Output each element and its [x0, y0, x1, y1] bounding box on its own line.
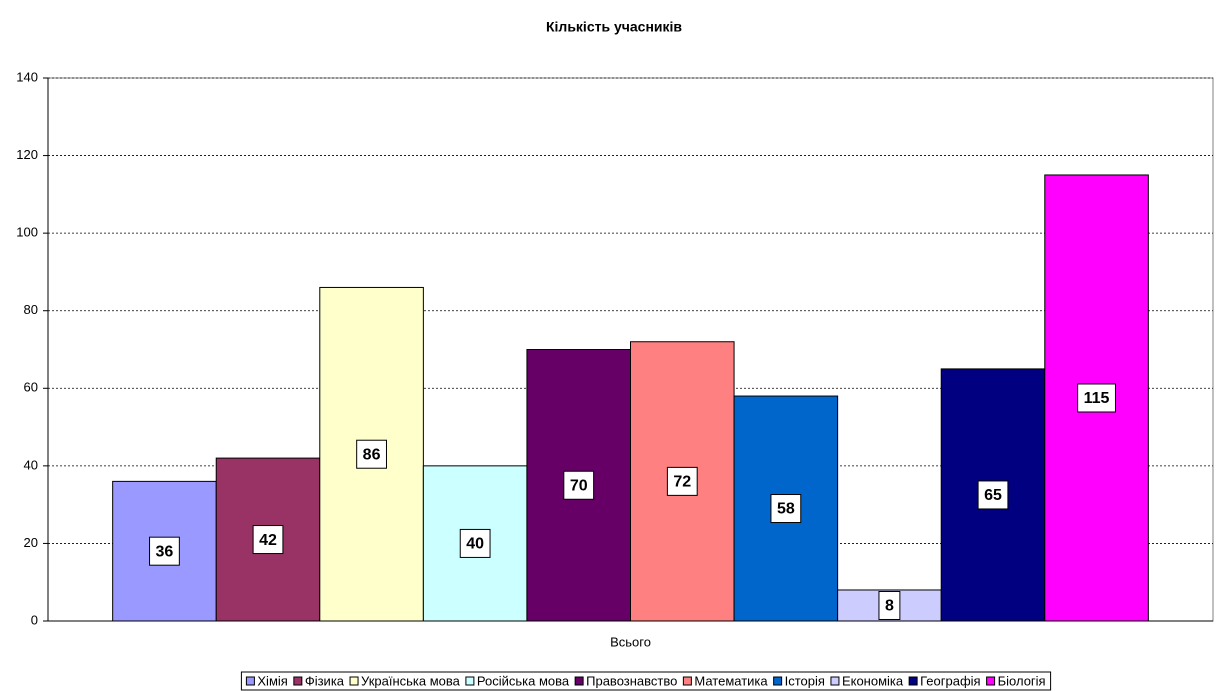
legend-box: [240, 671, 1052, 691]
y-tick-label: 140: [16, 69, 38, 84]
legend-label: Правознавство: [586, 673, 677, 688]
data-label-text: 58: [777, 501, 795, 518]
data-label: 72: [666, 466, 698, 496]
data-label-text: 36: [156, 543, 174, 560]
data-label-text: 72: [673, 474, 691, 491]
data-label: 58: [770, 494, 802, 524]
data-label-text: 8: [885, 598, 894, 615]
data-label-box: [459, 528, 491, 558]
x-tick-label: Всього: [610, 634, 651, 649]
data-label: 8: [878, 590, 901, 620]
data-label-text: 65: [984, 487, 1002, 504]
data-label: 36: [149, 536, 180, 566]
legend-label: Історія: [785, 673, 825, 688]
legend-swatch: [986, 676, 996, 686]
data-label-text: 70: [570, 477, 588, 494]
data-label-box: [149, 536, 180, 566]
legend-label: Фізика: [305, 673, 345, 688]
legend-label: Економіка: [842, 673, 904, 688]
legend-swatch: [574, 676, 584, 686]
data-label: 86: [356, 439, 387, 469]
y-tick-label: 0: [31, 612, 38, 627]
data-label-text: 86: [363, 446, 381, 463]
legend-label: Українська мова: [361, 673, 461, 688]
legend-label: Російська мова: [477, 673, 570, 688]
legend-label: Географія: [920, 673, 980, 688]
data-label: 70: [563, 470, 595, 500]
data-label-box: [770, 494, 802, 524]
legend-swatch: [830, 676, 840, 686]
legend-swatch: [293, 676, 303, 686]
data-label: 42: [252, 525, 284, 555]
legend-swatch: [349, 676, 359, 686]
legend-swatch: [908, 676, 918, 686]
data-label-text: 40: [466, 536, 484, 553]
legend-swatch: [465, 676, 475, 686]
data-label-text: 115: [1084, 390, 1110, 407]
data-label: 40: [459, 528, 491, 558]
chart-title: Кількість учасників: [546, 19, 682, 35]
data-label-box: [563, 470, 595, 500]
y-tick-label: 80: [24, 302, 38, 317]
legend-label: Хімія: [257, 673, 287, 688]
data-label-box: [252, 525, 284, 555]
y-tick-label: 120: [16, 147, 38, 162]
data-label-box: [878, 590, 901, 620]
y-tick-label: 20: [24, 535, 38, 550]
data-label-box: [977, 480, 1009, 510]
data-label: 115: [1077, 383, 1116, 413]
legend-label: Біологія: [998, 673, 1046, 688]
legend-swatch: [245, 676, 255, 686]
data-label: 65: [977, 480, 1009, 510]
data-label-text: 42: [259, 532, 277, 549]
legend-label: Математика: [694, 673, 768, 688]
legend-swatch: [773, 676, 783, 686]
data-label-box: [666, 466, 698, 496]
data-label-box: [1077, 383, 1116, 413]
y-tick-label: 60: [24, 380, 38, 395]
y-tick-label: 40: [24, 457, 38, 472]
y-tick-label: 100: [16, 225, 38, 240]
legend: Хімія Фізика Українська мова Російська мова…: [240, 671, 1052, 691]
data-label-box: [356, 439, 387, 469]
legend-swatch: [682, 676, 692, 686]
